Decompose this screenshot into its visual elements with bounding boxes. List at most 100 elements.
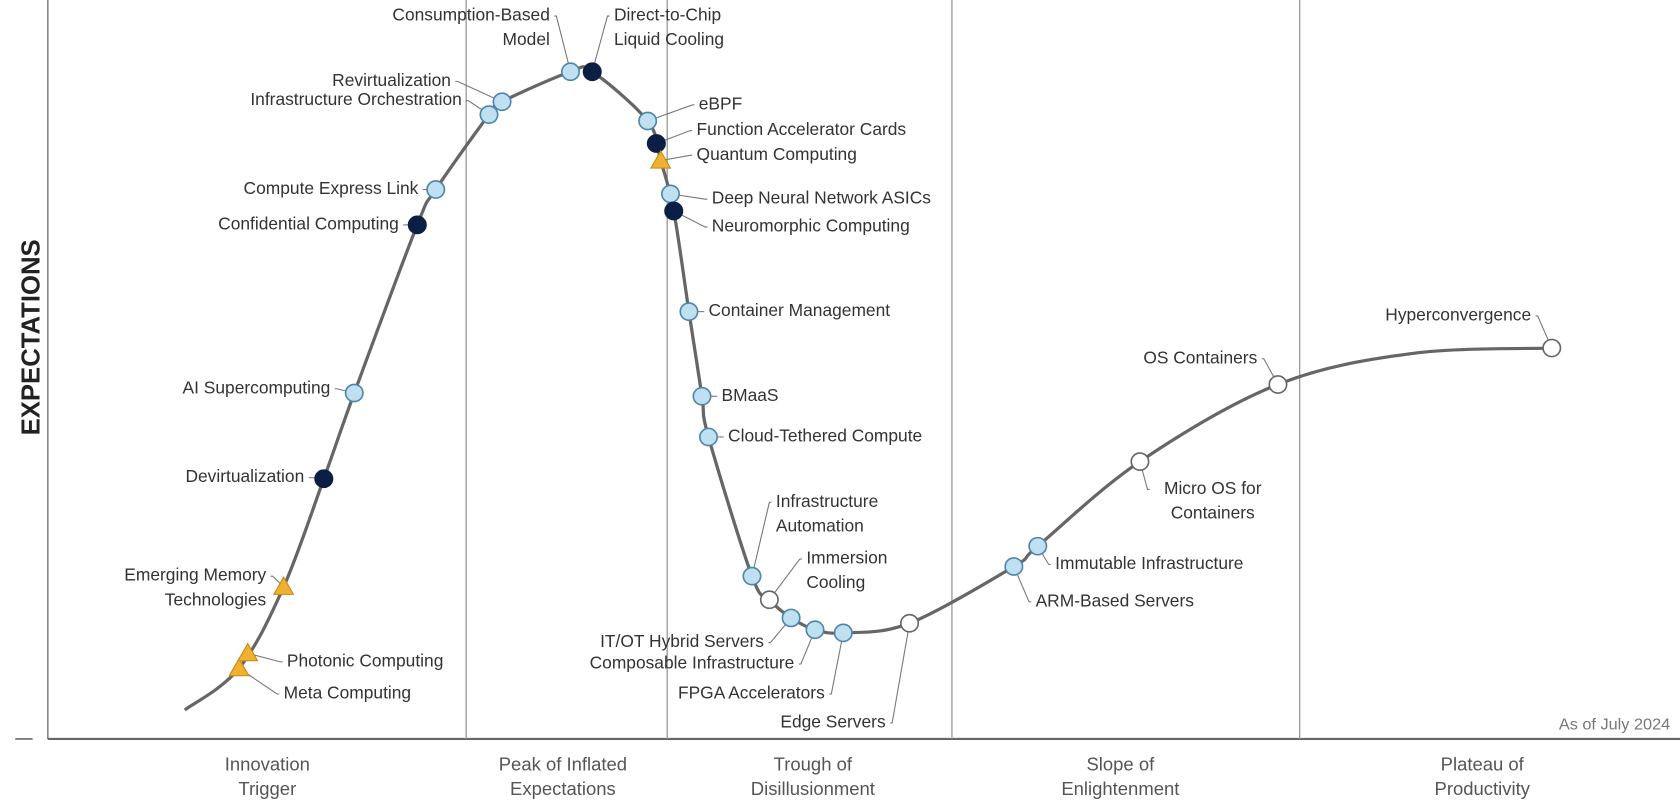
marker-light [344, 383, 364, 403]
marker-white [759, 590, 779, 610]
marker-triangle [237, 642, 259, 662]
node-label: Automation [776, 516, 864, 536]
node-label: Immutable Infrastructure [1055, 553, 1243, 573]
node-label: Micro OS for [1164, 478, 1262, 498]
leader-line [1535, 315, 1553, 349]
phase-label: Enlightenment [1061, 778, 1179, 799]
marker-light [479, 105, 499, 124]
phase-label: Productivity [1435, 778, 1531, 799]
leader-line [1261, 358, 1279, 385]
node-label: Photonic Computing [287, 650, 443, 670]
phase-label: Disillusionment [751, 778, 875, 799]
as-of-note: As of July 2024 [1559, 715, 1670, 733]
marker-light [560, 62, 581, 82]
leader-line [247, 652, 283, 663]
leader-line [670, 193, 708, 200]
marker-light [692, 386, 712, 406]
phase-label: Slope of [1086, 754, 1155, 775]
leader-line [768, 617, 792, 644]
leader-line [1139, 461, 1150, 490]
node-label: Devirtualization [185, 466, 304, 486]
node-label: FPGA Accelerators [678, 683, 825, 703]
marker-triangle [649, 149, 672, 169]
marker-light [833, 623, 853, 643]
node-label: Emerging Memory [124, 565, 266, 585]
marker-light [742, 566, 762, 586]
leader-line [238, 667, 280, 695]
node-label: Infrastructure Orchestration [250, 89, 461, 109]
node-label: OS Containers [1143, 347, 1257, 367]
node-label: Compute Express Link [244, 178, 419, 198]
phase-label: Trough of [774, 754, 853, 775]
marker-light [699, 427, 719, 447]
marker-dark [314, 469, 334, 489]
node-label: Revirtualization [332, 70, 451, 90]
marker-light [492, 92, 512, 112]
node-label: Immersion [806, 548, 887, 568]
node-label: AI Supercomputing [183, 377, 331, 397]
marker-dark [664, 201, 684, 221]
leader-line [660, 154, 693, 162]
node-label: Edge Servers [780, 712, 885, 732]
node-label: Model [503, 29, 550, 49]
phase-label: Peak of Inflated [499, 754, 627, 775]
y-axis-label: EXPECTATIONS [17, 239, 45, 435]
marker-light [426, 180, 446, 199]
node-label: Confidential Computing [218, 214, 399, 234]
marker-white [1542, 338, 1562, 358]
node-label: Quantum Computing [697, 144, 857, 164]
leader-line [1013, 566, 1032, 603]
marker-light [660, 184, 680, 204]
node-label: Technologies [165, 589, 266, 609]
node-label: eBPF [699, 94, 742, 114]
node-label: Hyperconvergence [1385, 305, 1531, 325]
marker-triangle [272, 576, 295, 595]
marker-dark [646, 134, 666, 153]
marker-light [638, 111, 658, 131]
node-label: Consumption-Based [392, 5, 549, 25]
node-label: Containers [1171, 503, 1255, 523]
leader-line [656, 130, 693, 145]
marker-triangle [228, 657, 250, 677]
marker-light [1004, 557, 1024, 576]
node-label: Direct-to-Chip [614, 5, 721, 25]
leader-line [829, 632, 844, 695]
node-label: Meta Computing [284, 683, 411, 703]
leader-line [673, 210, 708, 228]
node-label: Deep Neural Network ASICs [712, 188, 931, 208]
leader-line [751, 501, 772, 577]
leader-line [591, 15, 610, 72]
node-label: Neuromorphic Computing [712, 216, 910, 236]
leader-line [647, 104, 695, 122]
phase-label: Trigger [238, 778, 296, 799]
node-label: ARM-Based Servers [1036, 591, 1194, 611]
hype-curve [183, 65, 1552, 712]
marker-white [1130, 452, 1150, 471]
leader-line [554, 15, 572, 72]
leader-line [455, 80, 503, 103]
marker-light [679, 302, 699, 322]
node-label: Container Management [709, 300, 891, 320]
marker-white [900, 613, 920, 633]
leader-line [798, 629, 816, 665]
leader-line [768, 558, 802, 601]
node-label: Cooling [806, 572, 865, 592]
marker-white [1268, 375, 1288, 394]
marker-light [1028, 536, 1048, 556]
node-label: Cloud-Tethered Compute [728, 426, 922, 446]
node-label: IT/OT Hybrid Servers [600, 631, 764, 651]
marker-light [805, 620, 825, 640]
node-label: Function Accelerator Cards [697, 119, 907, 139]
node-label: Infrastructure [776, 491, 878, 511]
leader-line [889, 623, 911, 724]
marker-light [781, 608, 801, 628]
marker-dark [582, 62, 602, 82]
phase-label: Expectations [510, 778, 616, 799]
node-label: Composable Infrastructure [590, 653, 795, 673]
node-label: BMaaS [722, 385, 779, 405]
phase-label: Plateau of [1441, 754, 1525, 775]
marker-dark [407, 215, 427, 235]
phase-label: Innovation [225, 754, 310, 775]
